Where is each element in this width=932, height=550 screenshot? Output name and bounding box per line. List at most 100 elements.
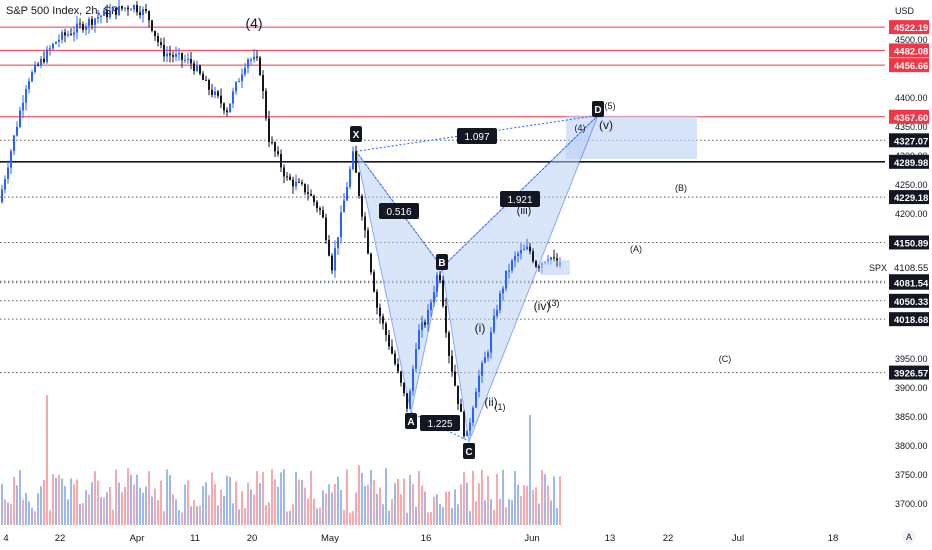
volume-bar: [130, 474, 132, 525]
volume-bar: [403, 478, 405, 525]
volume-bar: [172, 494, 174, 525]
candle-body: [127, 7, 129, 10]
volume-bar: [493, 509, 495, 525]
x-tick-label: 22: [663, 533, 674, 544]
candle-body: [514, 255, 516, 261]
volume-bar: [88, 494, 90, 525]
ratio-label: 1.097: [464, 132, 489, 143]
volume-bar: [217, 505, 219, 525]
price-level-label: 4108.55: [894, 263, 928, 274]
candle-body: [346, 186, 348, 201]
candle-body: [343, 200, 345, 213]
volume-bar: [283, 469, 285, 525]
volume-bar: [274, 479, 276, 525]
candle-body: [382, 316, 384, 324]
candle-body: [181, 53, 183, 60]
candle-body: [463, 411, 465, 437]
wave-label: (v): [599, 118, 613, 132]
candle-body: [469, 422, 471, 431]
volume-bar: [310, 470, 312, 525]
candle-body: [334, 248, 336, 271]
volume-bar: [259, 483, 261, 525]
volume-bar: [535, 487, 537, 525]
candle-body: [46, 49, 48, 62]
candle-body: [526, 246, 528, 250]
volume-bar: [301, 479, 303, 525]
candle-body: [79, 23, 81, 25]
volume-bars: [1, 395, 561, 525]
volume-bar: [7, 502, 9, 525]
candle-body: [232, 91, 234, 104]
volume-bar: [334, 483, 336, 525]
candle-body: [226, 110, 228, 113]
candle-body: [403, 382, 405, 394]
price-level-label: 4150.89: [894, 238, 928, 249]
volume-bar: [343, 509, 345, 525]
pattern-point-C-box: [463, 443, 475, 459]
volume-bar: [181, 512, 183, 525]
candle-body: [475, 391, 477, 408]
volume-bar: [250, 489, 252, 525]
candle-body: [262, 75, 264, 92]
volume-bar: [295, 471, 297, 525]
x-tick-label: Apr: [130, 533, 145, 544]
candle-body: [454, 371, 456, 386]
volume-bar: [136, 474, 138, 525]
volume-bar: [76, 479, 78, 525]
y-tick-label: 3850.00: [895, 412, 928, 422]
volume-bar: [145, 486, 147, 525]
y-tick-label: 3950.00: [895, 354, 928, 364]
volume-bar: [94, 471, 96, 525]
volume-bar: [529, 415, 531, 525]
candle-body: [136, 5, 138, 13]
volume-bar: [559, 476, 561, 525]
volume-bar: [424, 491, 426, 525]
volume-bar: [58, 474, 60, 525]
y-tick-label: 4400.00: [895, 93, 928, 103]
y-tick-label: 4200.00: [895, 209, 928, 219]
volume-bar: [556, 508, 558, 525]
volume-bar: [514, 471, 516, 525]
volume-bar: [223, 495, 225, 525]
volume-bar: [178, 510, 180, 525]
candle-body: [400, 371, 402, 383]
volume-bar: [463, 472, 465, 525]
candle-body: [499, 293, 501, 311]
candle-body: [121, 6, 123, 9]
volume-bar: [16, 485, 18, 525]
candle-body: [106, 10, 108, 18]
price-level-label: 4229.18: [894, 193, 928, 204]
volume-bar: [391, 499, 393, 525]
candle-body: [304, 183, 306, 193]
candle-body: [433, 292, 435, 303]
volume-bar: [490, 499, 492, 525]
ratio-label: 1.921: [507, 195, 532, 206]
volume-bar: [370, 470, 372, 525]
candle-body: [142, 9, 144, 15]
volume-bar: [550, 500, 552, 525]
price-level-badge: [889, 20, 929, 35]
chart-title: S&P 500 Index, 2h, SP: [6, 5, 119, 17]
ratio-box: [457, 128, 497, 144]
volume-bar: [544, 474, 546, 525]
volume-bar: [46, 395, 48, 525]
volume-bar: [247, 482, 249, 525]
candle-body: [496, 310, 498, 316]
candle-body: [445, 305, 447, 333]
volume-bar: [286, 511, 288, 525]
volume-bar: [373, 479, 375, 525]
harmonic-pattern: [355, 114, 697, 444]
volume-bar: [418, 470, 420, 525]
volume-bar: [64, 485, 66, 525]
volume-bar: [379, 487, 381, 525]
wave-label: (1): [495, 402, 506, 412]
candle-body: [424, 322, 426, 325]
pattern-point-X-box: [350, 126, 362, 142]
volume-bar: [226, 475, 228, 525]
wave-label: (4): [245, 15, 262, 31]
volume-bar: [157, 500, 159, 525]
candle-body: [553, 257, 555, 259]
candle-body: [397, 363, 399, 372]
volume-bar: [523, 485, 525, 525]
